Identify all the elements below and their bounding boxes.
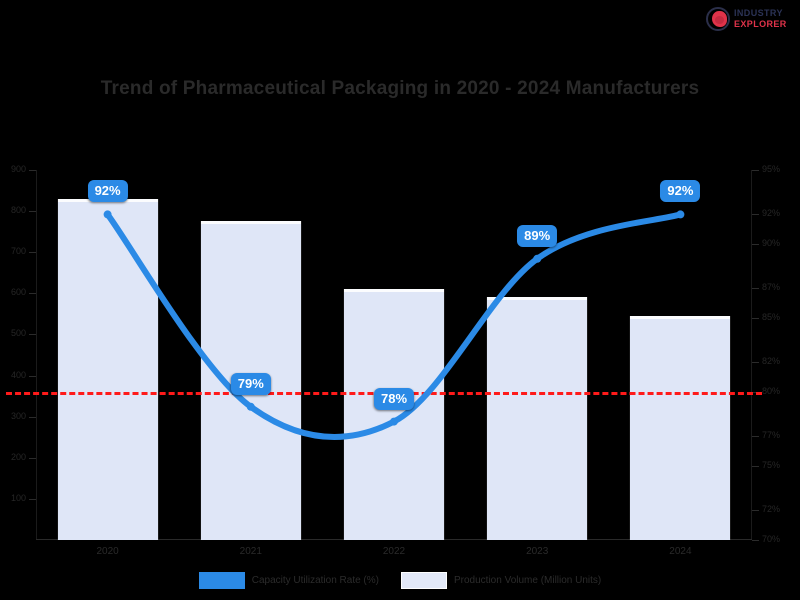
y-axis-right <box>751 170 752 540</box>
legend-item-bars[interactable]: Production Volume (Million Units) <box>400 572 602 589</box>
y-tick-right <box>752 170 759 171</box>
logo-line-2: EXPLORER <box>734 19 787 29</box>
y-tick-label-right: 75% <box>762 460 781 470</box>
value-badge: 78% <box>373 387 415 410</box>
value-badge: 89% <box>517 224 558 247</box>
x-tick-label: 2022 <box>382 546 406 557</box>
y-tick-left <box>29 252 36 254</box>
x-tick-label: 2024 <box>669 546 692 557</box>
x-tick-label: 2021 <box>239 546 262 557</box>
line-point[interactable] <box>390 417 398 426</box>
y-tick-left <box>29 334 36 336</box>
bar[interactable] <box>344 289 444 540</box>
y-tick-left <box>29 375 36 377</box>
y-tick-label-left: 300 <box>10 410 26 421</box>
y-tick-right <box>752 362 759 364</box>
x-tick-label: 2023 <box>526 546 549 557</box>
y-tick-right <box>752 214 759 216</box>
logo-wordmark: INDUSTRY EXPLORER <box>734 9 787 29</box>
legend-swatch-bars <box>400 572 447 589</box>
y-tick-right <box>752 244 759 245</box>
bar[interactable] <box>630 315 731 540</box>
legend-item-line[interactable]: Capacity Utilization Rate (%) <box>198 572 379 589</box>
y-tick-label-left: 900 <box>10 164 26 174</box>
y-tick-label-right: 82% <box>762 356 781 367</box>
line-point[interactable] <box>246 402 255 411</box>
brand-logo: INDUSTRY EXPLORER <box>706 4 798 34</box>
y-tick-label-left: 700 <box>10 246 26 257</box>
y-tick-label-left: 100 <box>10 492 26 503</box>
y-axis-left <box>36 170 37 540</box>
y-tick-left <box>29 170 36 171</box>
y-tick-label-left: 500 <box>10 328 26 339</box>
y-tick-label-left: 600 <box>10 287 26 298</box>
chart-legend: Capacity Utilization Rate (%) Production… <box>0 572 800 589</box>
line-point[interactable] <box>103 210 112 219</box>
y-tick-label-right: 72% <box>762 504 781 515</box>
x-tick-label: 2020 <box>96 546 119 557</box>
plot-area: 900 800 700 600 500 400 300 200 100 95% 92% 90% 87%… <box>6 164 780 544</box>
y-tick-right <box>752 318 759 319</box>
value-badge: 92% <box>660 180 701 203</box>
y-tick-label-left: 400 <box>10 369 26 380</box>
value-badge: 92% <box>87 180 128 203</box>
legend-label-line: Capacity Utilization Rate (%) <box>251 575 379 586</box>
y-tick-right <box>752 510 759 512</box>
bar[interactable] <box>487 297 588 540</box>
chart-title: Trend of Pharmaceutical Packaging in 202… <box>100 78 700 99</box>
y-tick-label-left: 800 <box>10 205 26 216</box>
value-badge: 79% <box>230 372 271 395</box>
y-tick-label-right: 85% <box>762 312 781 322</box>
line-point[interactable] <box>676 210 685 219</box>
y-tick-label-left: 200 <box>10 451 26 462</box>
line-point[interactable] <box>533 254 542 263</box>
y-tick-label-right: 77% <box>762 430 781 441</box>
y-tick-right <box>752 288 759 290</box>
y-tick-left <box>29 211 36 213</box>
legend-swatch-line <box>198 572 245 589</box>
y-tick-label-right: 92% <box>762 208 781 219</box>
y-tick-left <box>29 293 36 295</box>
line-series <box>103 210 685 440</box>
logo-mark-icon <box>706 7 730 31</box>
y-tick-label-right: 87% <box>762 282 781 293</box>
legend-label-bars: Production Volume (Million Units) <box>453 575 602 586</box>
logo-line-1: INDUSTRY <box>734 8 783 18</box>
y-tick-right <box>752 436 759 438</box>
y-tick-label-right: 70% <box>762 534 781 544</box>
y-tick-right <box>752 540 759 541</box>
y-tick-left <box>29 416 36 418</box>
y-tick-label-right: 90% <box>762 238 781 248</box>
y-tick-right <box>752 466 759 467</box>
y-tick-left <box>29 457 36 459</box>
y-tick-left <box>29 498 36 500</box>
y-tick-label-right: 95% <box>762 164 781 174</box>
y-tick-label-right: 80% <box>762 386 781 396</box>
